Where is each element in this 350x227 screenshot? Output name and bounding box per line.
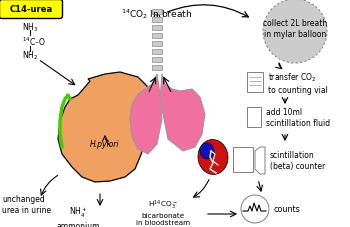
Text: C14-urea: C14-urea [9, 5, 52, 15]
Circle shape [263, 0, 327, 64]
Polygon shape [255, 147, 265, 174]
Ellipse shape [198, 140, 228, 175]
Text: H.pylori: H.pylori [90, 140, 120, 149]
Ellipse shape [200, 143, 214, 159]
Polygon shape [160, 75, 205, 151]
Text: NH$_3$: NH$_3$ [22, 22, 38, 34]
Circle shape [241, 195, 269, 223]
Bar [152, 18, 162, 23]
Bar [247, 73, 263, 93]
Text: $^{14}$C–O: $^{14}$C–O [22, 36, 46, 48]
Bar [152, 34, 162, 39]
Bar [152, 42, 162, 47]
Text: NH$_2$: NH$_2$ [22, 49, 38, 62]
Bar [152, 26, 162, 31]
Bar [247, 108, 261, 127]
Bar [152, 66, 162, 71]
Bar [152, 10, 162, 15]
Text: transfer CO$_2$
to counting vial: transfer CO$_2$ to counting vial [268, 71, 328, 94]
FancyBboxPatch shape [0, 0, 63, 20]
Text: add 10ml
scintillation fluid: add 10ml scintillation fluid [266, 107, 330, 128]
Polygon shape [130, 75, 162, 154]
Text: NH$_4^+$
ammonium: NH$_4^+$ ammonium [56, 205, 100, 227]
Text: counts: counts [273, 205, 300, 214]
Text: collect 2L breath
in mylar balloon: collect 2L breath in mylar balloon [263, 19, 327, 39]
Bar [152, 50, 162, 55]
Bar [152, 58, 162, 63]
FancyBboxPatch shape [233, 147, 253, 172]
Text: unchanged
urea in urine: unchanged urea in urine [2, 194, 51, 214]
Text: H$^{14}$CO$_3^-$
bicarbonate
in bloodstream: H$^{14}$CO$_3^-$ bicarbonate in bloodstr… [136, 197, 190, 225]
Text: $^{14}$CO$_2$ In breath: $^{14}$CO$_2$ In breath [121, 7, 192, 21]
Polygon shape [58, 73, 152, 182]
Text: scintillation
(beta) counter: scintillation (beta) counter [270, 150, 325, 170]
